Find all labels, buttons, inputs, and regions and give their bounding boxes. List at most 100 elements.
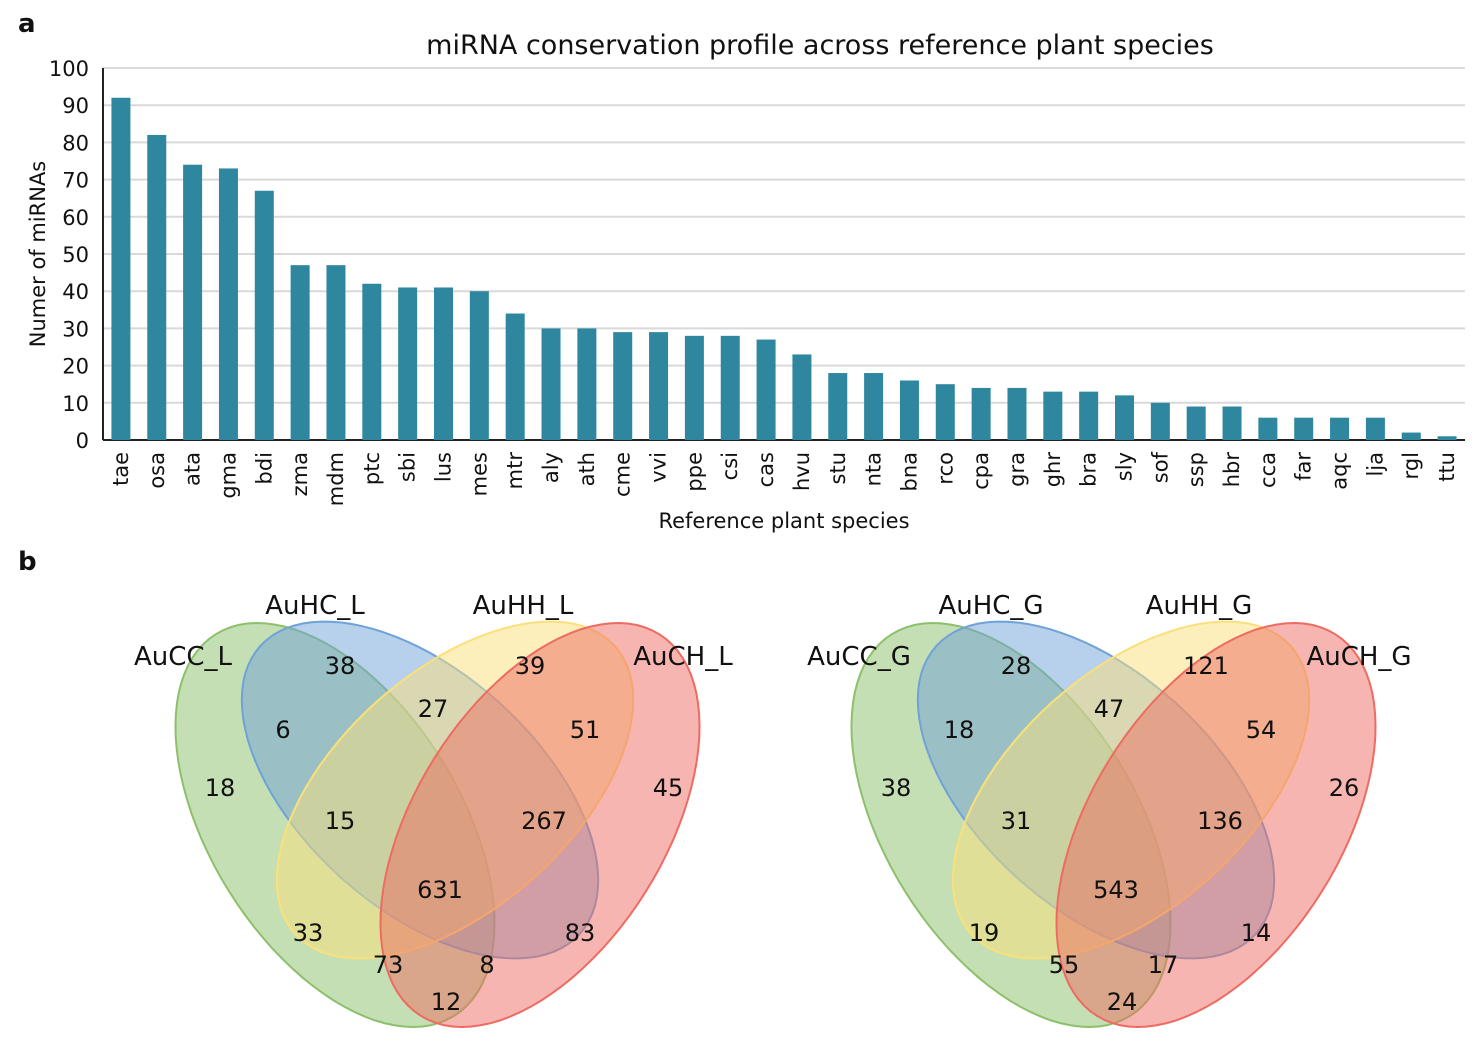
venn-region-count: 18 [205, 774, 236, 802]
y-tick-label: 10 [62, 392, 89, 416]
x-tick-label: ssp [1184, 452, 1208, 487]
bar-csi [720, 335, 740, 440]
x-tick-label: ata [181, 452, 205, 486]
chart-title: miRNA conservation profile across refere… [426, 30, 1214, 61]
x-tick-label: cas [754, 452, 778, 487]
x-tick-label: zma [288, 452, 312, 496]
y-tick-label: 50 [62, 243, 89, 267]
x-tick-label: bra [1077, 452, 1101, 487]
x-axis-label: Reference plant species [658, 509, 909, 533]
bar-stu [828, 373, 848, 440]
x-tick-label: mes [467, 452, 491, 496]
x-tick-label: gra [1005, 452, 1029, 487]
bar-cpa [971, 387, 991, 440]
venn-region-count: 8 [479, 951, 494, 979]
bar-ath [577, 328, 597, 440]
x-tick-label: lja [1363, 452, 1387, 477]
bar-ata [183, 164, 203, 440]
x-tick-label: aqc [1328, 452, 1352, 490]
bar-gma [218, 168, 238, 440]
venn-region-count: 54 [1246, 716, 1277, 744]
bar-rgl [1401, 432, 1421, 440]
x-tick-label: bdi [252, 452, 276, 485]
bar-mtr [505, 313, 525, 440]
x-tick-label: hbr [1220, 452, 1244, 488]
x-tick-label: ttu [1435, 452, 1459, 482]
venn-set-label: AuCC_G [807, 642, 911, 672]
venn-set-label: AuCH_G [1306, 642, 1411, 672]
x-tick-label: sly [1113, 452, 1137, 481]
x-tick-label: cca [1256, 452, 1280, 488]
venn-region-count: 38 [881, 774, 912, 802]
bar-nta [864, 373, 884, 440]
bar-mes [469, 291, 489, 440]
x-tick-label: tae [109, 452, 133, 486]
x-tick-label: ath [575, 452, 599, 486]
venn-region-count: 28 [1001, 652, 1032, 680]
bar-ssp [1186, 406, 1206, 440]
y-tick-label: 90 [62, 94, 89, 118]
venn-region-count: 26 [1329, 774, 1360, 802]
y-tick-label: 70 [62, 169, 89, 193]
venn-region-count: 31 [1001, 807, 1032, 835]
venn-region-count: 27 [418, 695, 449, 723]
bar-sof [1150, 402, 1170, 440]
x-tick-label: gma [216, 452, 240, 499]
venn-region-count: 51 [570, 716, 601, 744]
venn-region-count: 631 [417, 876, 463, 904]
bar-gra [1007, 387, 1027, 440]
venn-set-AuCH_L [379, 621, 701, 1029]
venn-set-label: AuCC_L [134, 642, 233, 672]
x-tick-label: bna [897, 452, 921, 492]
panel-label-b: b [18, 547, 37, 577]
venn-region-count: 33 [293, 919, 324, 947]
x-tick-label: sbi [396, 452, 420, 482]
x-tick-label: far [1292, 452, 1316, 481]
x-tick-label: cme [611, 452, 635, 497]
x-tick-label: aly [539, 452, 563, 483]
venn-region-count: 18 [944, 716, 975, 744]
venn-region-count: 136 [1197, 807, 1243, 835]
bar-vvi [649, 332, 669, 440]
bar-ppe [684, 335, 704, 440]
x-tick-label: ghr [1041, 452, 1065, 488]
bar-osa [147, 134, 167, 440]
bar-ghr [1043, 391, 1063, 440]
bar-aly [541, 328, 561, 440]
y-axis-label: Numer of miRNAs [26, 161, 50, 348]
venn-region-count: 19 [969, 919, 1000, 947]
bar-bra [1079, 391, 1099, 440]
bar-aqc [1330, 417, 1350, 440]
x-tick-label: rco [933, 452, 957, 485]
y-tick-label: 30 [62, 317, 89, 341]
venn-region-count: 39 [515, 652, 546, 680]
venn-set-label: AuHH_G [1146, 591, 1253, 621]
venn-region-count: 121 [1183, 652, 1229, 680]
bar-sly [1115, 395, 1134, 440]
venn-region-count: 267 [521, 807, 567, 835]
y-tick-label: 100 [49, 57, 89, 81]
bar-lja [1365, 417, 1385, 440]
venn-diagram-1: AuCC_L AuHC_L AuHH_L AuCH_L 18 38 39 45 6 27 51 15 2… [134, 591, 733, 1029]
bar-cca [1258, 417, 1278, 440]
venn-set-label: AuHC_L [265, 591, 365, 621]
bar-cme [613, 332, 633, 440]
bar-bna [899, 380, 919, 440]
venn-region-count: 6 [275, 716, 290, 744]
venn-region-count: 17 [1148, 951, 1179, 979]
x-tick-label: vvi [647, 452, 671, 483]
venn-region-count: 45 [653, 774, 684, 802]
y-tick-label: 40 [62, 280, 89, 304]
x-tick-label: ptc [360, 452, 384, 485]
bar-far [1294, 417, 1314, 440]
venn-region-count: 38 [325, 652, 356, 680]
bar-hbr [1222, 406, 1242, 440]
bar-rco [935, 384, 955, 440]
y-tick-label: 80 [62, 131, 89, 155]
venn-region-count: 83 [565, 919, 596, 947]
bar-mdm [326, 265, 346, 440]
venn-set-label: AuCH_L [633, 642, 733, 672]
x-tick-label: csi [718, 452, 742, 480]
venn-region-count: 55 [1049, 951, 1080, 979]
y-tick-label: 20 [62, 355, 89, 379]
